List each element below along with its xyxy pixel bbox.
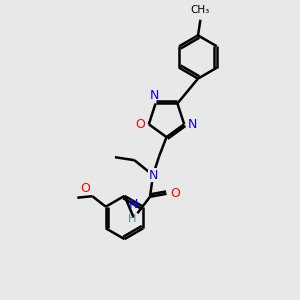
Text: O: O (80, 182, 90, 195)
Text: O: O (135, 118, 145, 131)
Text: O: O (171, 187, 181, 200)
Text: N: N (149, 89, 159, 102)
Text: N: N (188, 118, 197, 131)
Text: N: N (129, 198, 138, 211)
Text: N: N (148, 169, 158, 182)
Text: H: H (128, 214, 136, 224)
Text: CH₃: CH₃ (191, 5, 210, 15)
